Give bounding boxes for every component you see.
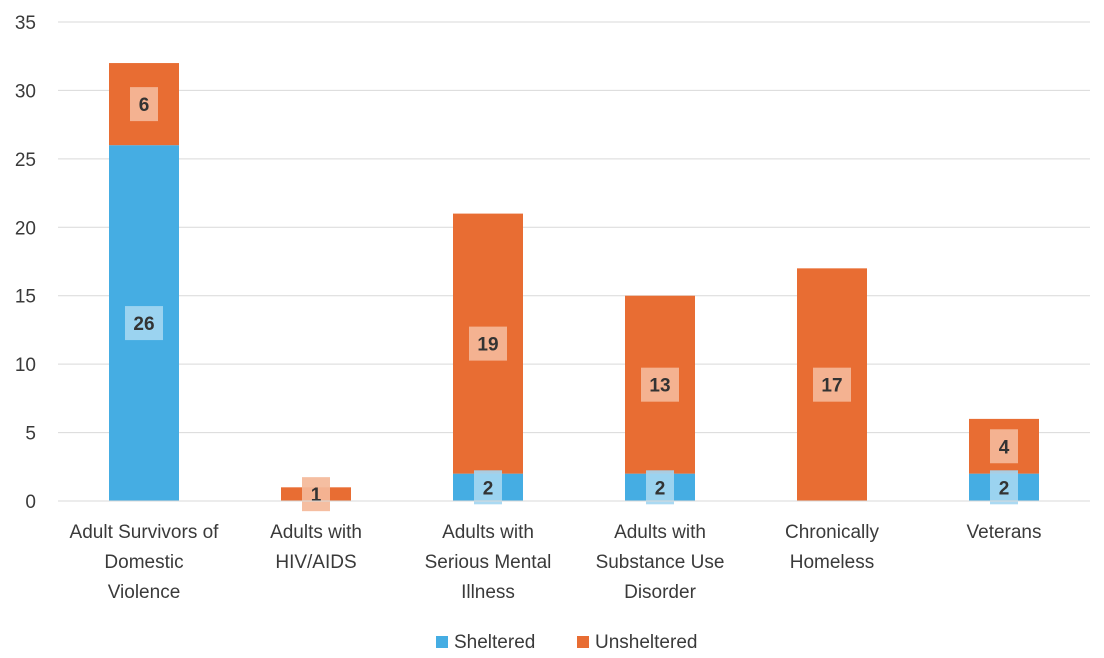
y-tick-label: 10: [15, 355, 36, 376]
data-label: 4: [999, 437, 1010, 458]
x-tick-label: Disorder: [624, 582, 696, 603]
data-label-box: [990, 429, 1018, 464]
x-tick-label: Substance Use: [596, 552, 725, 573]
legend-swatch-unsheltered: [577, 636, 589, 648]
y-tick-label: 0: [25, 492, 36, 513]
data-label: 2: [483, 478, 494, 499]
x-tick-label: Adults with: [270, 522, 362, 543]
data-label-box: [641, 367, 679, 402]
y-axis: 0 5 10 15 20 25 30 35: [15, 13, 36, 513]
gridlines: [58, 21, 1090, 502]
y-tick-label: 15: [15, 287, 36, 308]
x-tick-label: Violence: [108, 582, 181, 603]
x-tick-label: Adult Survivors of: [70, 522, 220, 543]
legend: Sheltered Unsheltered: [436, 632, 697, 653]
data-label: 26: [133, 314, 154, 335]
data-label: 13: [649, 376, 670, 397]
legend-swatch-sheltered: [436, 636, 448, 648]
legend-label: Sheltered: [454, 632, 535, 653]
bars: [109, 63, 1039, 501]
y-tick-label: 5: [25, 424, 36, 445]
data-label: 2: [655, 478, 666, 499]
x-tick-label: Adults with: [442, 522, 534, 543]
data-label: 1: [311, 485, 322, 506]
data-label-box: [130, 87, 158, 122]
data-label-box: [474, 470, 502, 505]
data-label-box: [646, 470, 674, 505]
x-tick-label: Domestic: [104, 552, 183, 573]
data-label-box: [469, 326, 507, 361]
x-axis: Adult Survivors of Domestic Violence Adults…: [58, 500, 1090, 603]
x-tick-label: HIV/AIDS: [275, 552, 356, 573]
y-tick-label: 30: [15, 81, 36, 102]
x-tick-label: Serious Mental: [425, 552, 552, 573]
x-tick-label: Chronically: [785, 522, 879, 543]
x-tick-label: Veterans: [967, 522, 1042, 543]
data-label-box: [813, 367, 851, 402]
y-tick-label: 35: [15, 13, 36, 34]
y-tick-label: 20: [15, 218, 36, 239]
data-label: 6: [139, 95, 150, 116]
legend-label: Unsheltered: [595, 632, 697, 653]
data-label: 2: [999, 478, 1010, 499]
data-label-box: [302, 477, 330, 512]
data-label: 17: [821, 376, 842, 397]
data-label: 19: [477, 335, 498, 356]
y-tick-label: 25: [15, 150, 36, 171]
x-tick-label: Illness: [461, 582, 515, 603]
x-tick-label: Adults with: [614, 522, 706, 543]
data-label-box: [125, 306, 163, 341]
x-tick-label: Homeless: [790, 552, 874, 573]
data-label-box: [990, 470, 1018, 505]
